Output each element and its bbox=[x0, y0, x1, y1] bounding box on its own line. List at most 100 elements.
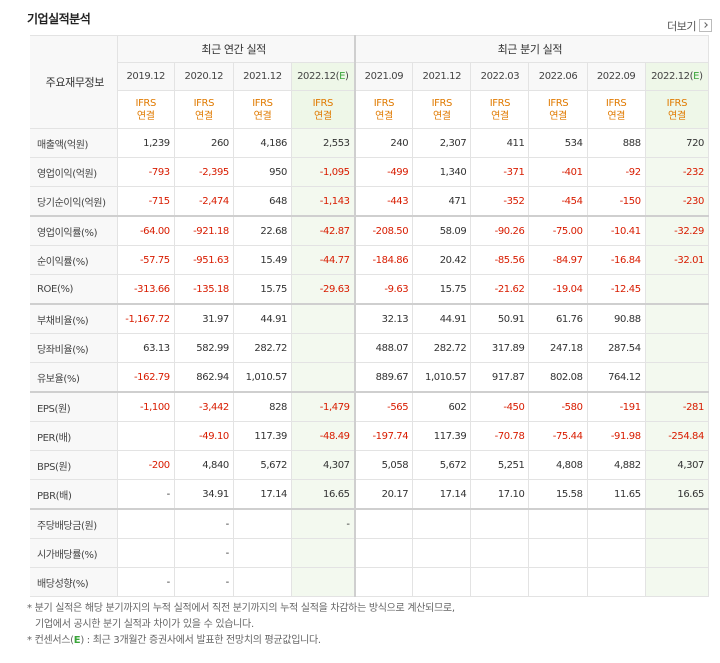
table-cell: -2,395 bbox=[174, 157, 234, 187]
table-cell: 720 bbox=[645, 128, 710, 158]
table-cell: -150 bbox=[587, 186, 646, 217]
table-row: PER(배) -49.10 117.39 -48.49 -197.74 117.39 -70… bbox=[30, 421, 710, 451]
table-cell: -254.84 bbox=[645, 421, 710, 451]
table-cell: 31.97 bbox=[174, 303, 234, 334]
basis-label: IFRS 연결 bbox=[528, 90, 588, 129]
table-cell: 15.75 bbox=[412, 274, 472, 305]
table-cell bbox=[291, 567, 356, 597]
table-cell bbox=[645, 303, 710, 334]
table-cell: 15.58 bbox=[528, 479, 588, 510]
more-link[interactable]: 더보기 bbox=[667, 18, 712, 34]
table-cell bbox=[233, 567, 293, 597]
table-cell: 862.94 bbox=[174, 362, 234, 393]
side-header: 주요재무정보 bbox=[30, 35, 118, 129]
table-cell: 117.39 bbox=[233, 421, 293, 451]
period-header: 2020.12 bbox=[174, 62, 234, 91]
table-cell: -580 bbox=[528, 391, 588, 422]
table-cell: 5,058 bbox=[354, 450, 414, 480]
basis-label: IFRS 연결 bbox=[587, 90, 646, 129]
table-cell bbox=[645, 508, 710, 539]
table-cell: -9.63 bbox=[354, 274, 414, 305]
table-cell: 22.68 bbox=[233, 215, 293, 246]
period-text: ) bbox=[345, 71, 349, 82]
table-cell bbox=[291, 303, 356, 334]
table-cell: -208.50 bbox=[354, 215, 414, 246]
table-cell: 15.49 bbox=[233, 245, 293, 275]
table-cell: 950 bbox=[233, 157, 293, 187]
table-cell: -3,442 bbox=[174, 391, 234, 422]
table-cell bbox=[412, 538, 472, 568]
basis-ifrs: IFRS bbox=[135, 97, 157, 109]
table-cell: -75.00 bbox=[528, 215, 588, 246]
table-cell: 17.10 bbox=[470, 479, 530, 510]
table-cell: 240 bbox=[354, 128, 414, 158]
table-cell: -401 bbox=[528, 157, 588, 187]
table-row: PBR(배) -34.91 17.14 16.65 20.17 17.14 17.10 15.… bbox=[30, 479, 710, 510]
table-cell: 287.54 bbox=[587, 333, 646, 363]
table-row: 부채비율(%) -1,167.72 31.97 44.91 32.13 44.91 50.9… bbox=[30, 303, 710, 334]
table-cell bbox=[291, 538, 356, 568]
table-cell: -44.77 bbox=[291, 245, 356, 275]
row-label: 매출액(억원) bbox=[30, 128, 118, 158]
basis-label: IFRS 연결 bbox=[412, 90, 472, 129]
row-label: 영업이익(억원) bbox=[30, 157, 118, 187]
table-cell: -232 bbox=[645, 157, 710, 187]
annual-group-header: 최근 연간 실적 bbox=[117, 35, 356, 63]
table-cell: 1,239 bbox=[117, 128, 175, 158]
table-cell: -16.84 bbox=[587, 245, 646, 275]
table-row: 매출액(억원) 1,239 260 4,186 2,553 240 2,307 411 534 8… bbox=[30, 128, 710, 158]
table-cell: 1,010.57 bbox=[233, 362, 293, 393]
table-cell: 4,808 bbox=[528, 450, 588, 480]
table-row: 시가배당률(%) - bbox=[30, 538, 710, 568]
table-cell bbox=[645, 362, 710, 393]
table-cell: -499 bbox=[354, 157, 414, 187]
table-cell: 44.91 bbox=[412, 303, 472, 334]
table-cell: 16.65 bbox=[645, 479, 710, 510]
table-cell: - bbox=[174, 538, 234, 568]
table-cell: -1,100 bbox=[117, 391, 175, 422]
table-cell: -10.41 bbox=[587, 215, 646, 246]
table-cell: -70.78 bbox=[470, 421, 530, 451]
table-cell: 602 bbox=[412, 391, 472, 422]
table-cell: 247.18 bbox=[528, 333, 588, 363]
table-cell: 17.14 bbox=[412, 479, 472, 510]
table-cell bbox=[645, 274, 710, 305]
table-cell: 16.65 bbox=[291, 479, 356, 510]
period-header: 2021.09 bbox=[354, 62, 414, 91]
table-cell: 44.91 bbox=[233, 303, 293, 334]
table-cell: -84.97 bbox=[528, 245, 588, 275]
table-cell: 582.99 bbox=[174, 333, 234, 363]
table-cell: -85.56 bbox=[470, 245, 530, 275]
basis-ifrs: IFRS bbox=[666, 97, 688, 109]
table-cell: -1,095 bbox=[291, 157, 356, 187]
period-header: 2021.12 bbox=[233, 62, 293, 91]
table-row: ROE(%) -313.66 -135.18 15.75 -29.63 -9.63 15.7… bbox=[30, 274, 710, 305]
more-label: 더보기 bbox=[667, 20, 696, 33]
basis-ifrs: IFRS bbox=[193, 97, 215, 109]
table-cell: -200 bbox=[117, 450, 175, 480]
table-cell bbox=[645, 333, 710, 363]
period-header: 2022.06 bbox=[528, 62, 588, 91]
table-cell: -230 bbox=[645, 186, 710, 217]
table-cell: 411 bbox=[470, 128, 530, 158]
table-cell bbox=[233, 508, 293, 539]
table-cell: 648 bbox=[233, 186, 293, 217]
table-cell: -450 bbox=[470, 391, 530, 422]
row-label: PER(배) bbox=[30, 421, 118, 451]
table-cell bbox=[528, 538, 588, 568]
table-cell bbox=[291, 333, 356, 363]
table-cell: 34.91 bbox=[174, 479, 234, 510]
table-cell: -1,167.72 bbox=[117, 303, 175, 334]
row-label: 순이익률(%) bbox=[30, 245, 118, 275]
table-cell: -162.79 bbox=[117, 362, 175, 393]
basis-consolidated: 연결 bbox=[195, 110, 213, 122]
table-row: 주당배당금(원) - - bbox=[30, 508, 710, 539]
note-line: * 분기 실적은 해당 분기까지의 누적 실적에서 직전 분기까지의 누적 실적… bbox=[27, 603, 455, 614]
table-cell bbox=[587, 538, 646, 568]
table-cell bbox=[587, 508, 646, 539]
basis-consolidated: 연결 bbox=[549, 110, 567, 122]
basis-consolidated: 연결 bbox=[136, 110, 155, 122]
table-cell: 917.87 bbox=[470, 362, 530, 393]
table-cell: 1,340 bbox=[412, 157, 472, 187]
table-cell: 534 bbox=[528, 128, 588, 158]
